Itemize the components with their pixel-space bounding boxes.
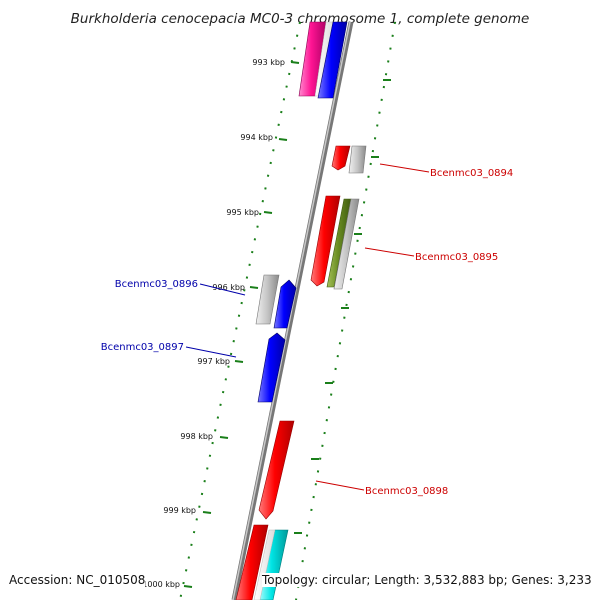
gene-label-bcenmc03-0895[interactable]: Bcenmc03_0895	[415, 252, 498, 263]
tick-mark	[263, 211, 273, 214]
tick-mark	[219, 436, 229, 439]
outer-tick-marks	[294, 79, 391, 534]
tick-label: 1000 kbp	[142, 580, 180, 589]
tick-label: 998 kbp	[180, 432, 213, 441]
gene-feature-blue	[273, 279, 297, 329]
tick-label: 996 kbp	[212, 283, 245, 292]
tick-mark	[202, 511, 212, 514]
gene-label-bcenmc03-0898[interactable]: Bcenmc03_0898	[365, 486, 448, 497]
tick-label: 999 kbp	[163, 506, 196, 515]
tick-mark	[249, 286, 259, 289]
accession-text: Accession: NC_010508	[9, 573, 146, 587]
gene-features	[235, 21, 367, 600]
leader-line-bcenmc03-0894	[379, 163, 430, 173]
tick-label: 997 kbp	[197, 357, 230, 366]
tick-label: 993 kbp	[252, 58, 285, 67]
gene-feature-grey	[333, 198, 360, 290]
genome-backbone-highlight	[232, 21, 351, 600]
tick-label: 994 kbp	[240, 133, 273, 142]
gene-feature-white	[253, 529, 276, 600]
gene-feature-grey	[255, 274, 280, 325]
leader-line-bcenmc03-0895	[364, 247, 415, 257]
gene-feature-blue	[257, 332, 286, 403]
gene-feature-grey	[348, 145, 367, 174]
leader-line-bcenmc03-0898	[315, 480, 365, 491]
tick-mark	[183, 585, 193, 588]
tick-label: 995 kbp	[226, 208, 259, 217]
outer-guide-line	[295, 21, 396, 600]
gene-feature-red	[258, 420, 295, 520]
gene-label-bcenmc03-0897[interactable]: Bcenmc03_0897	[101, 342, 184, 353]
leader-line-bcenmc03-0897	[185, 346, 237, 358]
tick-mark	[234, 360, 244, 363]
map-title: Burkholderia cenocepacia MC0-3 chromosom…	[71, 11, 530, 27]
gene-label-bcenmc03-0894[interactable]: Bcenmc03_0894	[430, 168, 513, 179]
gene-feature-blue	[317, 21, 348, 99]
gene-label-bcenmc03-0896[interactable]: Bcenmc03_0896	[115, 279, 198, 290]
gene-feature-red	[235, 524, 269, 600]
genome-backbone	[231, 21, 354, 600]
leader-line-bcenmc03-0896	[199, 283, 246, 296]
gene-feature-olive	[326, 198, 352, 288]
gene-feature-red	[310, 195, 341, 287]
topology-text: Topology: circular; Length: 3,532,883 bp…	[262, 573, 592, 587]
tick-marks	[183, 61, 300, 588]
tick-mark	[290, 61, 300, 64]
tick-mark	[278, 138, 288, 141]
gene-feature-red	[331, 145, 351, 171]
